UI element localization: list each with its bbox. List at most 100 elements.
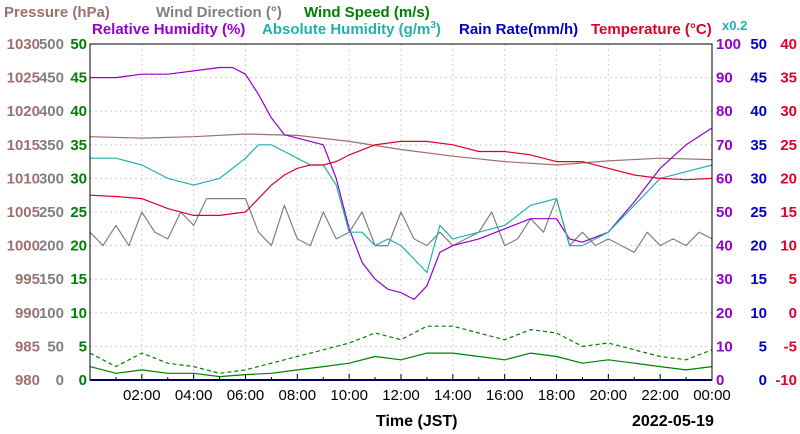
series-line-pressure <box>89 133 713 166</box>
tick-label-wind-speed: 30 <box>70 170 87 187</box>
x-tick-label: 08:00 <box>279 387 317 404</box>
tick-label-pressure: 1030 <box>7 36 40 53</box>
tick-label-wind-direction: 50 <box>47 338 64 355</box>
tick-label-pressure: 1010 <box>7 170 40 187</box>
tick-label-pressure: 990 <box>15 305 40 322</box>
tick-label-pressure: 985 <box>15 338 40 355</box>
tick-label-wind-speed: 10 <box>70 305 87 322</box>
tick-label-humidity: 20 <box>716 305 733 322</box>
series-line-abs_humidity <box>90 144 713 274</box>
tick-label-wind-speed: 5 <box>79 338 87 355</box>
tick-label-temperature: 5 <box>789 271 797 288</box>
tick-label-wind-direction: 200 <box>39 238 64 255</box>
tick-label-temperature: 40 <box>780 36 797 53</box>
tick-label-wind-speed: 20 <box>70 238 87 255</box>
tick-label-wind-speed: 40 <box>70 103 87 120</box>
legend-wind-speed: Wind Speed (m/s) <box>304 4 430 21</box>
x-tick-label: 18:00 <box>538 387 576 404</box>
series-line-temperature <box>89 140 713 216</box>
tick-label-wind-speed: 0 <box>79 372 87 389</box>
tick-label-temperature: 25 <box>780 137 797 154</box>
x-tick-label: 14:00 <box>434 387 472 404</box>
tick-label-humidity: 40 <box>716 238 733 255</box>
tick-label-humidity: 100 <box>716 36 741 53</box>
x-tick-label: 12:00 <box>382 387 420 404</box>
x-tick-label: 20:00 <box>590 387 628 404</box>
series-line-humidity <box>90 66 713 300</box>
tick-label-pressure: 1025 <box>7 70 40 87</box>
tick-label-rain: 10 <box>750 305 767 322</box>
tick-label-wind-direction: 500 <box>39 36 64 53</box>
tick-label-rain: 30 <box>750 170 767 187</box>
tick-label-rain: 45 <box>750 70 767 87</box>
series-line-wind_speed-dashed <box>89 325 713 374</box>
tick-label-humidity: 50 <box>716 204 733 221</box>
tick-label-pressure: 1015 <box>7 137 40 154</box>
tick-label-humidity: 80 <box>716 103 733 120</box>
legend-temperature: Temperature (°C) <box>591 21 712 38</box>
tick-label-pressure: 1020 <box>7 103 40 120</box>
legend-abs-humidity-sup: 3 <box>430 20 436 31</box>
tick-label-wind-speed: 50 <box>70 36 87 53</box>
tick-label-pressure: 1000 <box>7 238 40 255</box>
tick-label-temperature: 0 <box>789 305 797 322</box>
legend-rain: Rain Rate(mm/h) <box>459 21 578 38</box>
tick-label-temperature: -10 <box>775 372 797 389</box>
legend-abs-humidity-text: Absolute Humidity (g/m <box>262 21 430 38</box>
axes-layer: 9809859909951000100510101015102010251030… <box>7 36 797 404</box>
x-axis-label: Time (JST) <box>376 413 458 430</box>
tick-label-humidity: 90 <box>716 70 733 87</box>
tick-label-humidity: 10 <box>716 338 733 355</box>
tick-label-wind-direction: 0 <box>56 372 64 389</box>
legend-abs-humidity: Absolute Humidity (g/m3) <box>262 20 441 38</box>
tick-label-rain: 25 <box>750 204 767 221</box>
tick-label-temperature: 10 <box>780 238 797 255</box>
x-tick-label: 16:00 <box>486 387 524 404</box>
tick-label-temperature: 20 <box>780 170 797 187</box>
tick-label-temperature: -5 <box>784 338 797 355</box>
x-tick-label: 06:00 <box>227 387 265 404</box>
tick-label-rain: 0 <box>759 372 767 389</box>
legend-abs-humidity-close: ) <box>436 21 441 38</box>
x-tick-label: 10:00 <box>330 387 368 404</box>
legend-wind-direction: Wind Direction (°) <box>156 4 282 21</box>
tick-label-rain: 50 <box>750 36 767 53</box>
tick-label-temperature: 35 <box>780 70 797 87</box>
date-label: 2022-05-19 <box>632 413 714 430</box>
tick-label-wind-speed: 35 <box>70 137 87 154</box>
tick-label-rain: 20 <box>750 238 767 255</box>
tick-label-temperature: 15 <box>780 204 797 221</box>
tick-label-rain: 5 <box>759 338 767 355</box>
x-tick-label: 00:00 <box>693 387 731 404</box>
x-tick-label: 22:00 <box>641 387 679 404</box>
tick-label-humidity: 70 <box>716 137 733 154</box>
series-line-wind_speed <box>89 352 713 378</box>
tick-label-wind-speed: 15 <box>70 271 87 288</box>
tick-label-humidity: 0 <box>716 372 724 389</box>
tick-label-rain: 35 <box>750 137 767 154</box>
tick-label-wind-direction: 150 <box>39 271 64 288</box>
tick-label-pressure: 980 <box>15 372 40 389</box>
tick-label-wind-speed: 25 <box>70 204 87 221</box>
tick-label-wind-direction: 350 <box>39 137 64 154</box>
x-tick-label: 04:00 <box>175 387 213 404</box>
tick-label-wind-direction: 250 <box>39 204 64 221</box>
legend-humidity: Relative Humidity (%) <box>92 21 245 38</box>
x-tick-label: 02:00 <box>123 387 161 404</box>
tick-label-humidity: 60 <box>716 170 733 187</box>
legend-pressure: Pressure (hPa) <box>4 4 110 21</box>
tick-label-humidity: 30 <box>716 271 733 288</box>
tick-label-wind-direction: 300 <box>39 170 64 187</box>
tick-label-rain: 15 <box>750 271 767 288</box>
tick-label-wind-direction: 400 <box>39 103 64 120</box>
tick-label-temperature: 30 <box>780 103 797 120</box>
tick-label-rain: 40 <box>750 103 767 120</box>
legend-rain-scale: x0.2 <box>722 18 747 33</box>
tick-label-wind-speed: 45 <box>70 70 87 87</box>
tick-label-pressure: 995 <box>15 271 40 288</box>
tick-label-wind-direction: 450 <box>39 70 64 87</box>
tick-label-wind-direction: 100 <box>39 305 64 322</box>
tick-label-pressure: 1005 <box>7 204 40 221</box>
series-line-wind_direction <box>89 198 713 253</box>
